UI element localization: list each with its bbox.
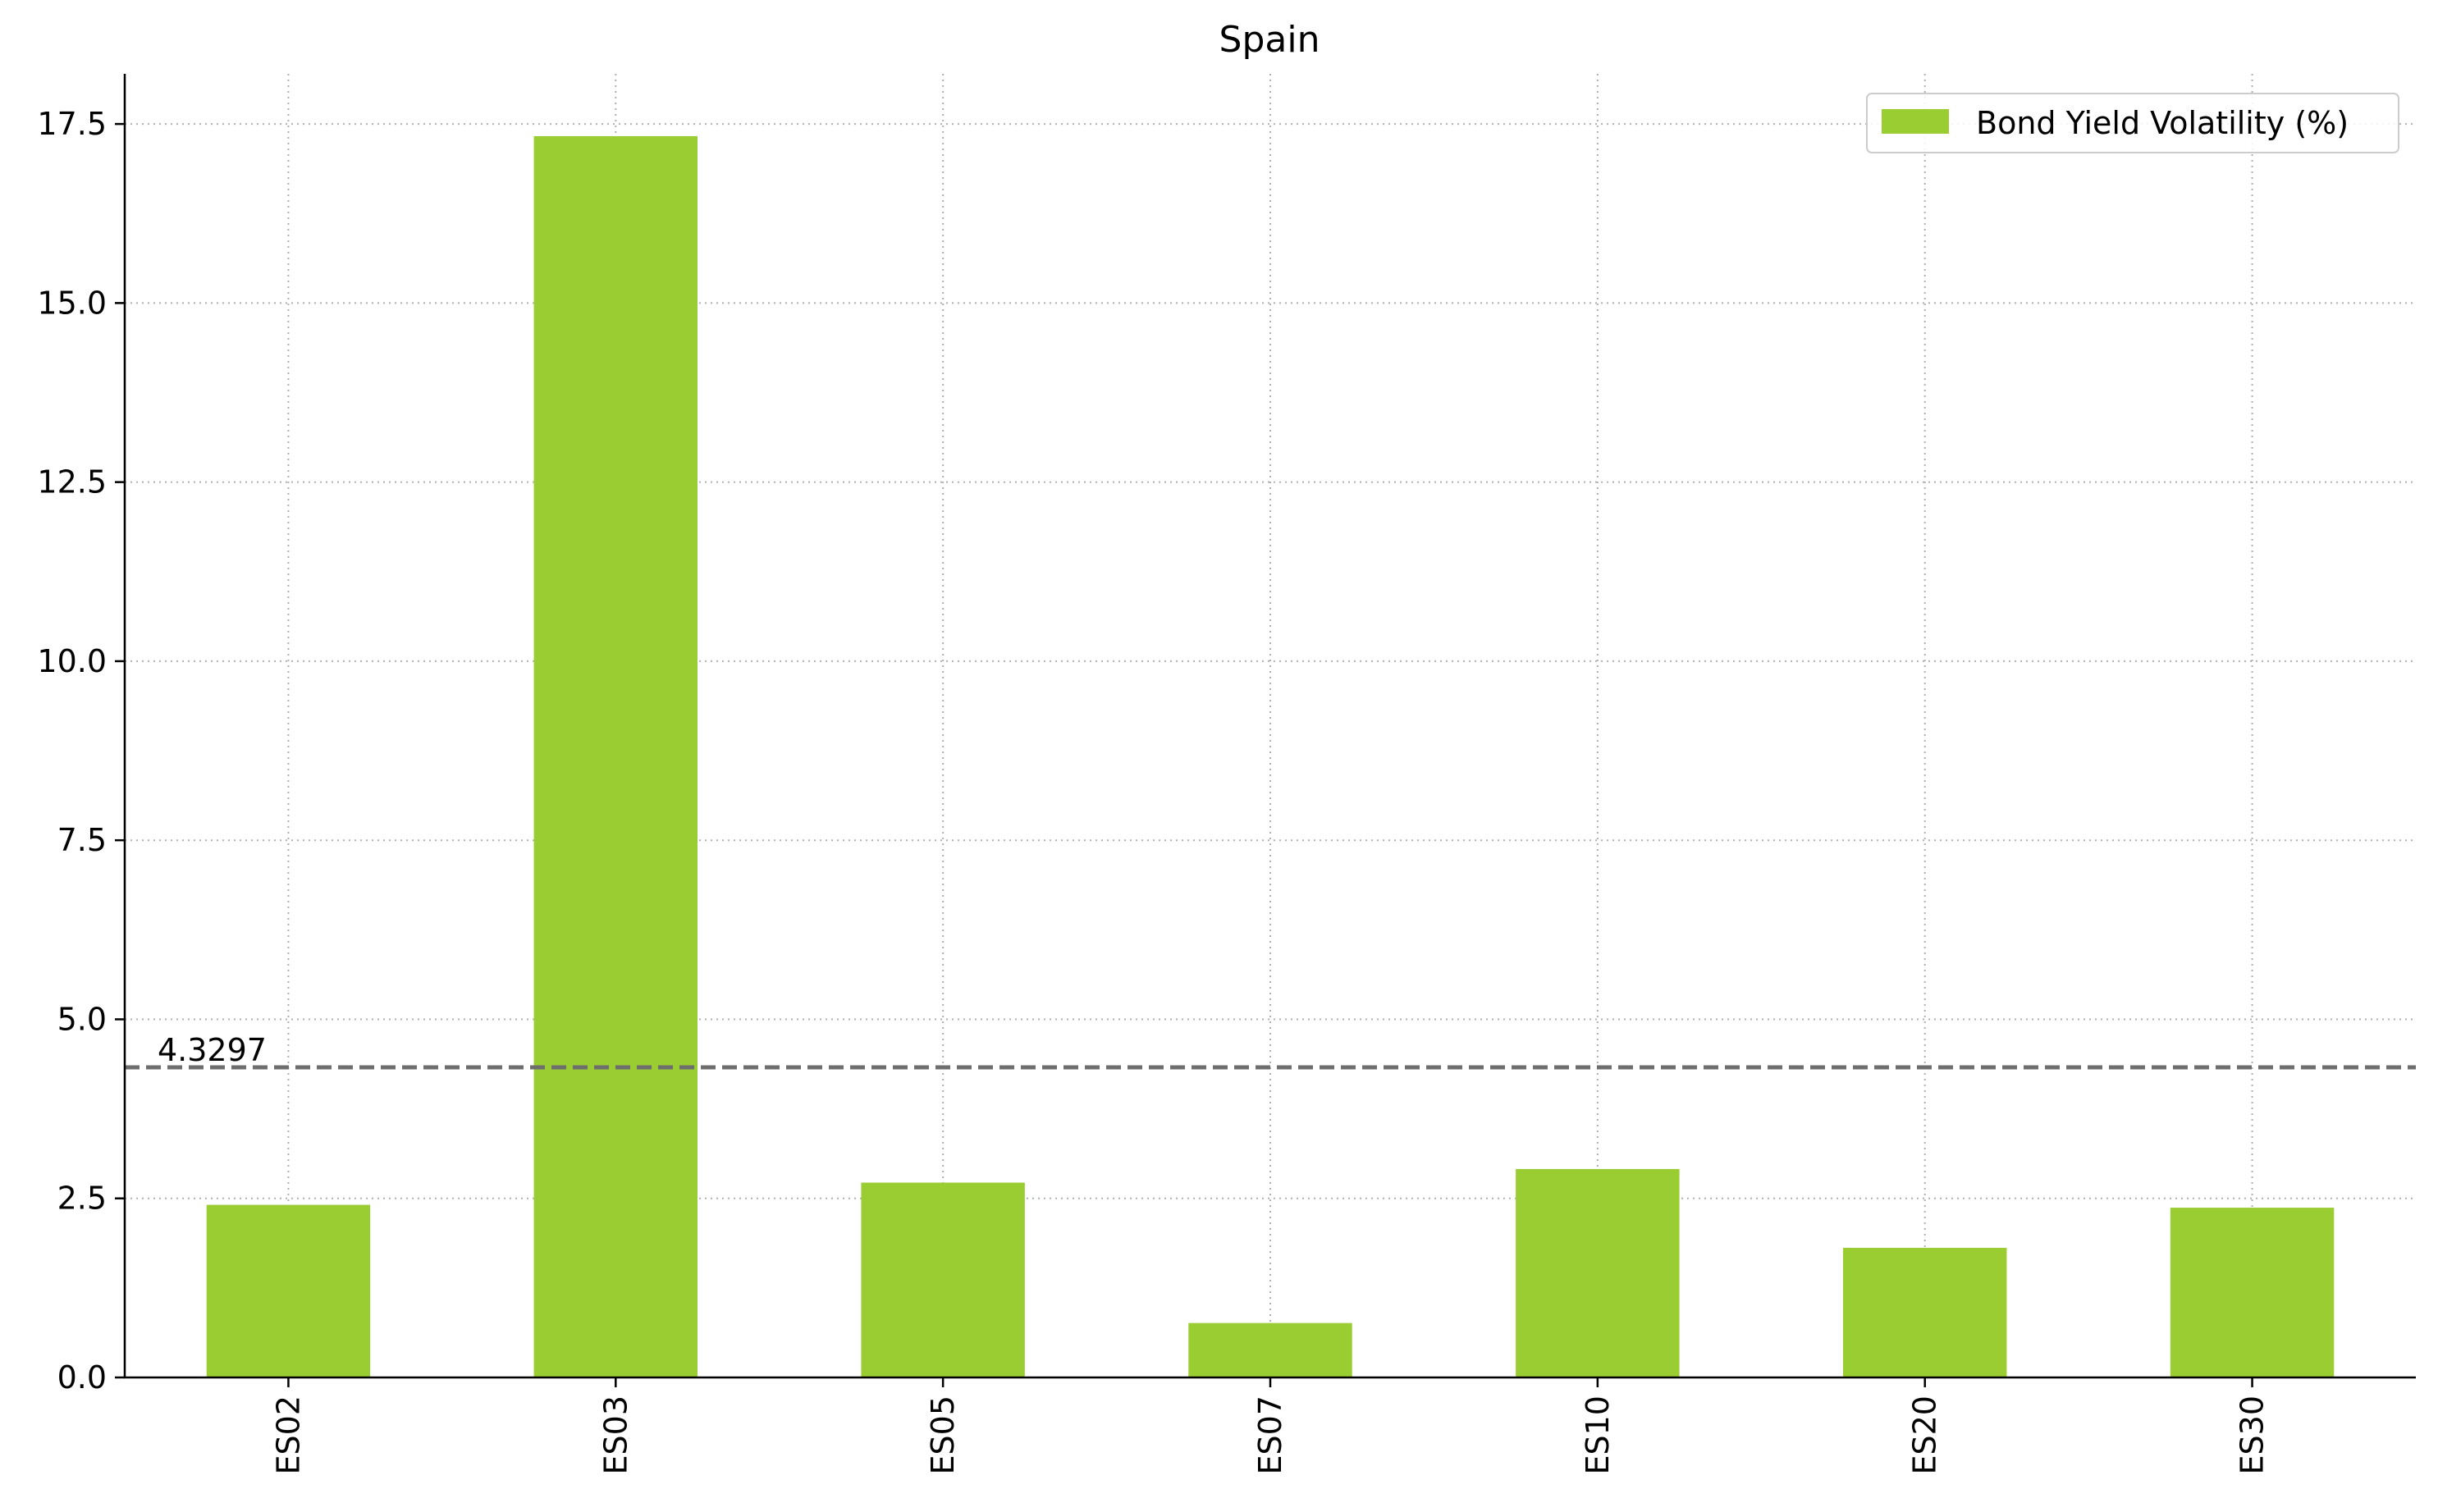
bar-es30: [2170, 1208, 2335, 1377]
legend-box: [1866, 93, 2399, 153]
bar-es02: [206, 1204, 371, 1377]
y-tick-label: 15.0: [37, 285, 107, 321]
x-tick-label: ES30: [2234, 1396, 2271, 1474]
x-tick-label: ES20: [1907, 1396, 1943, 1474]
bar-es20: [1843, 1247, 2007, 1377]
bar-es07: [1188, 1322, 1352, 1377]
x-tick-label: ES10: [1580, 1396, 1616, 1474]
x-tick-label: ES03: [597, 1396, 634, 1474]
reference-line-label: 4.3297: [158, 1032, 267, 1068]
y-tick-label: 7.5: [57, 822, 107, 858]
x-tick-label: ES02: [270, 1396, 306, 1474]
x-tick-label: ES05: [925, 1396, 961, 1474]
legend: Bond Yield Volatility (%): [1866, 93, 2399, 153]
y-tick-label: 0.0: [57, 1359, 107, 1396]
y-tick-label: 5.0: [57, 1001, 107, 1037]
bars: [206, 135, 2335, 1378]
y-tick-label: 2.5: [57, 1181, 107, 1217]
legend-swatch: [1882, 109, 1949, 134]
x-tick-label: ES07: [1252, 1396, 1288, 1474]
y-tick-label: 17.5: [37, 106, 107, 142]
reference-line-group: 4.3297: [125, 1032, 2416, 1070]
legend-label: Bond Yield Volatility (%): [1976, 105, 2349, 141]
chart-title: Spain: [1219, 19, 1320, 61]
bar-es10: [1516, 1168, 1680, 1377]
y-tick-label: 10.0: [37, 643, 107, 679]
tick-labels: 0.0 2.5 5.0 7.5 10.0 12.5 15.0 17.5 ES02 ES03 ES05…: [37, 106, 2270, 1474]
y-tick-label: 12.5: [37, 464, 107, 500]
bar-es03: [533, 135, 698, 1378]
grid-lines: [125, 74, 2416, 1378]
bar-es05: [861, 1182, 1025, 1377]
